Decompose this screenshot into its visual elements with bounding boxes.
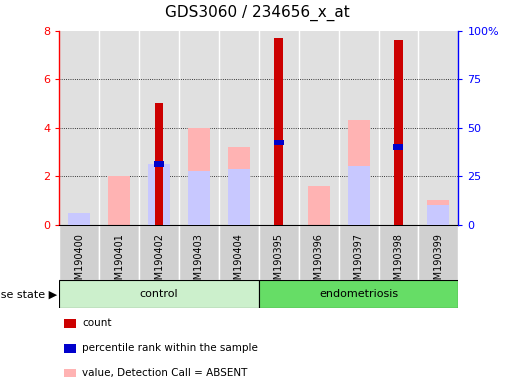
Text: disease state ▶: disease state ▶ <box>0 289 57 299</box>
Bar <box>139 225 179 280</box>
Text: GSM190404: GSM190404 <box>234 233 244 292</box>
Text: count: count <box>82 318 111 328</box>
Text: GSM190400: GSM190400 <box>74 233 84 292</box>
Text: percentile rank within the sample: percentile rank within the sample <box>82 343 258 353</box>
Bar <box>307 186 330 225</box>
Text: GDS3060 / 234656_x_at: GDS3060 / 234656_x_at <box>165 5 350 21</box>
Bar <box>427 200 450 225</box>
Text: GSM190398: GSM190398 <box>393 233 403 292</box>
Bar <box>219 225 259 280</box>
Bar <box>427 205 450 225</box>
Bar <box>59 280 259 308</box>
Bar <box>148 164 170 225</box>
Text: endometriosis: endometriosis <box>319 289 398 299</box>
Text: value, Detection Call = ABSENT: value, Detection Call = ABSENT <box>82 368 247 378</box>
Bar <box>339 225 379 280</box>
Bar <box>418 225 458 280</box>
Bar <box>394 40 403 225</box>
Bar <box>274 139 284 145</box>
Text: GSM190399: GSM190399 <box>434 233 443 292</box>
Bar <box>259 225 299 280</box>
Text: GSM190403: GSM190403 <box>194 233 204 292</box>
Text: GSM190396: GSM190396 <box>314 233 323 292</box>
Text: GSM190397: GSM190397 <box>354 233 364 292</box>
Bar <box>228 147 250 225</box>
Bar <box>188 128 210 225</box>
Bar <box>274 38 283 225</box>
Text: control: control <box>140 289 178 299</box>
Bar <box>259 280 458 308</box>
Bar <box>348 167 370 225</box>
Bar <box>68 212 90 225</box>
Text: GSM190395: GSM190395 <box>274 233 284 292</box>
Bar <box>348 121 370 225</box>
Bar <box>299 225 339 280</box>
Bar <box>59 225 99 280</box>
Bar <box>68 212 90 225</box>
Text: GSM190402: GSM190402 <box>154 233 164 292</box>
Bar <box>99 225 139 280</box>
Bar <box>393 144 403 150</box>
Bar <box>188 171 210 225</box>
Bar <box>108 176 130 225</box>
Bar <box>379 225 418 280</box>
Bar <box>228 169 250 225</box>
Text: GSM190401: GSM190401 <box>114 233 124 292</box>
Bar <box>154 161 164 167</box>
Bar <box>179 225 219 280</box>
Bar <box>154 103 163 225</box>
